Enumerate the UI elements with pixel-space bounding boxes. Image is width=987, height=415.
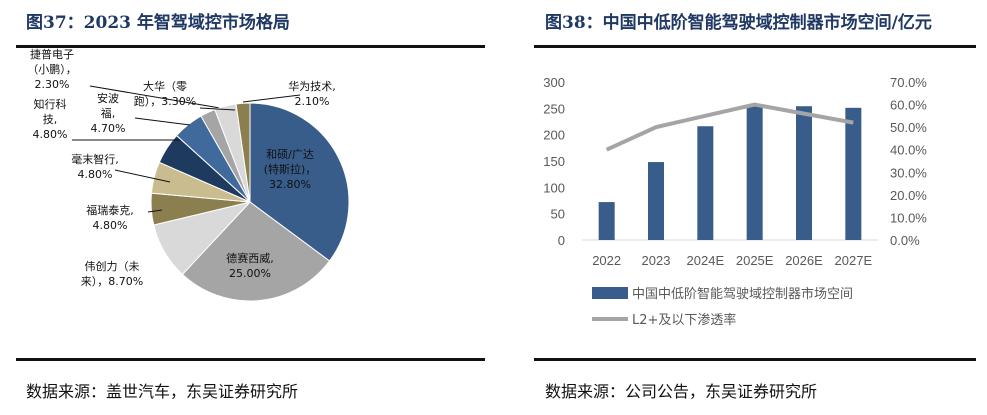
bar <box>845 107 862 240</box>
bar <box>598 202 615 240</box>
y-left-tick: 200 <box>543 128 565 143</box>
right-source: 数据来源：公司公告，东吴证券研究所 <box>545 382 818 401</box>
y-right-tick: 40.0% <box>890 143 927 158</box>
pie-label-line: 和硕/广达 <box>266 148 314 161</box>
pie-label-line: 毫末智行, <box>71 152 119 166</box>
pie-slice <box>249 102 350 262</box>
pie-label-line: 2.30% <box>35 78 70 91</box>
y-left-tick: 50 <box>551 207 565 222</box>
y-left-tick: 100 <box>543 180 565 195</box>
pie-label: 和硕/广达(特斯拉)， 32.80% <box>264 148 317 191</box>
pie-label: 毫末智行, 4.80% <box>71 152 119 181</box>
leader-line <box>147 209 163 213</box>
pie-label-line: 安波 <box>97 91 119 105</box>
right-chart-title: 图38：中国中低阶智能驾驶域控制器市场空间/亿元 <box>545 13 932 33</box>
y-left-tick: 250 <box>543 101 565 116</box>
y-right-tick: 50.0% <box>890 120 927 135</box>
x-tick: 2025E <box>736 253 774 268</box>
combo-chart: 0 50 100 150 200 250 300 0.0% 10.0% 20.0% 30.0% 40.… <box>543 75 927 328</box>
pie-chart: 和硕/广达(特斯拉)， 32.80% 德赛西威, 25.00% 伟创力（未来），8.70… <box>27 47 350 302</box>
y-right-tick: 10.0% <box>890 210 927 225</box>
pie-label-line: 2.10% <box>295 95 330 108</box>
leader-line <box>114 169 171 183</box>
pie-label-line: 4.80% <box>78 168 113 181</box>
pie-label-line: 4.70% <box>91 122 126 135</box>
pie-label: 华为技术, 2.10% <box>288 79 336 108</box>
pie-label-line: 德赛西威, <box>226 251 274 265</box>
pie-label-line: 4.80% <box>93 219 128 232</box>
pie-label: 福瑞泰克, 4.80% <box>86 203 134 232</box>
leader-line <box>199 107 236 111</box>
leader-line <box>134 117 191 126</box>
pie-label: 大华（零跑），3.30% <box>134 79 196 108</box>
y-right-tick: 70.0% <box>890 75 927 90</box>
y-right-tick: 30.0% <box>890 165 927 180</box>
left-chart-title: 图37：2023 年智驾域控市场格局 <box>26 13 290 33</box>
legend-bar-label: 中国中低阶智能驾驶域控制器市场空间 <box>632 286 853 302</box>
pie-label-line: 福, <box>101 106 116 120</box>
pie-label-line: 福瑞泰克, <box>86 203 134 217</box>
y-left-tick: 0 <box>558 233 565 248</box>
legend-bar-swatch <box>592 287 628 299</box>
pie-slice <box>235 102 251 203</box>
leader-line <box>89 85 221 109</box>
pie-label-line: 知行科 <box>34 97 67 111</box>
x-tick: 2027E <box>835 253 873 268</box>
pie-label-line: （小鹏）， <box>27 63 77 76</box>
pie-label: 安波福, 4.70% <box>91 91 126 135</box>
pie-label: 德赛西威, 25.00% <box>226 251 274 280</box>
x-tick: 2023 <box>642 253 671 268</box>
line-series <box>605 102 854 152</box>
left-source: 数据来源：盖世汽车，东吴证券研究所 <box>26 382 299 401</box>
y-right-tick: 0.0% <box>890 233 920 248</box>
y-left-tick: 150 <box>543 154 565 169</box>
divider <box>534 45 976 48</box>
pie-label-line: 来），8.70% <box>81 275 143 288</box>
divider <box>16 358 485 361</box>
y-left-tick: 300 <box>543 75 565 90</box>
bar <box>796 106 812 240</box>
pie-label: 捷普电子 （小鹏）， 2.30% <box>27 47 77 91</box>
y-right-tick: 60.0% <box>890 98 927 113</box>
bar <box>746 105 763 240</box>
x-tick: 2022 <box>592 253 621 268</box>
pie-label-line: 4.80% <box>33 128 68 141</box>
bar <box>697 126 714 240</box>
pie-label-line: 技, <box>43 113 58 126</box>
pie-label-line: 华为技术, <box>288 79 336 93</box>
pie-slice <box>181 201 331 302</box>
pie-label-line: 25.00% <box>229 267 271 280</box>
x-tick: 2026E <box>785 253 823 268</box>
pie-label-line: 伟创力（未 <box>85 260 140 273</box>
pie-label-line: 捷普电子 <box>30 47 74 61</box>
pie-label-line: 大华（零 <box>143 79 187 93</box>
legend-line-label: L2+及以下渗透率 <box>632 312 736 328</box>
leader-line <box>242 94 301 103</box>
divider <box>16 45 485 48</box>
pie-label-line: (特斯拉)， <box>264 162 317 176</box>
pie-label-line: 跑），3.30% <box>134 94 196 108</box>
y-right-tick: 20.0% <box>890 188 927 203</box>
pie-label: 伟创力（未来），8.70% <box>81 260 143 288</box>
x-tick: 2024E <box>687 253 725 268</box>
pie-label: 知行科技, 4.80% <box>33 97 68 141</box>
divider <box>534 358 976 361</box>
pie-label-line: 32.80% <box>269 178 311 191</box>
bar <box>648 162 664 240</box>
